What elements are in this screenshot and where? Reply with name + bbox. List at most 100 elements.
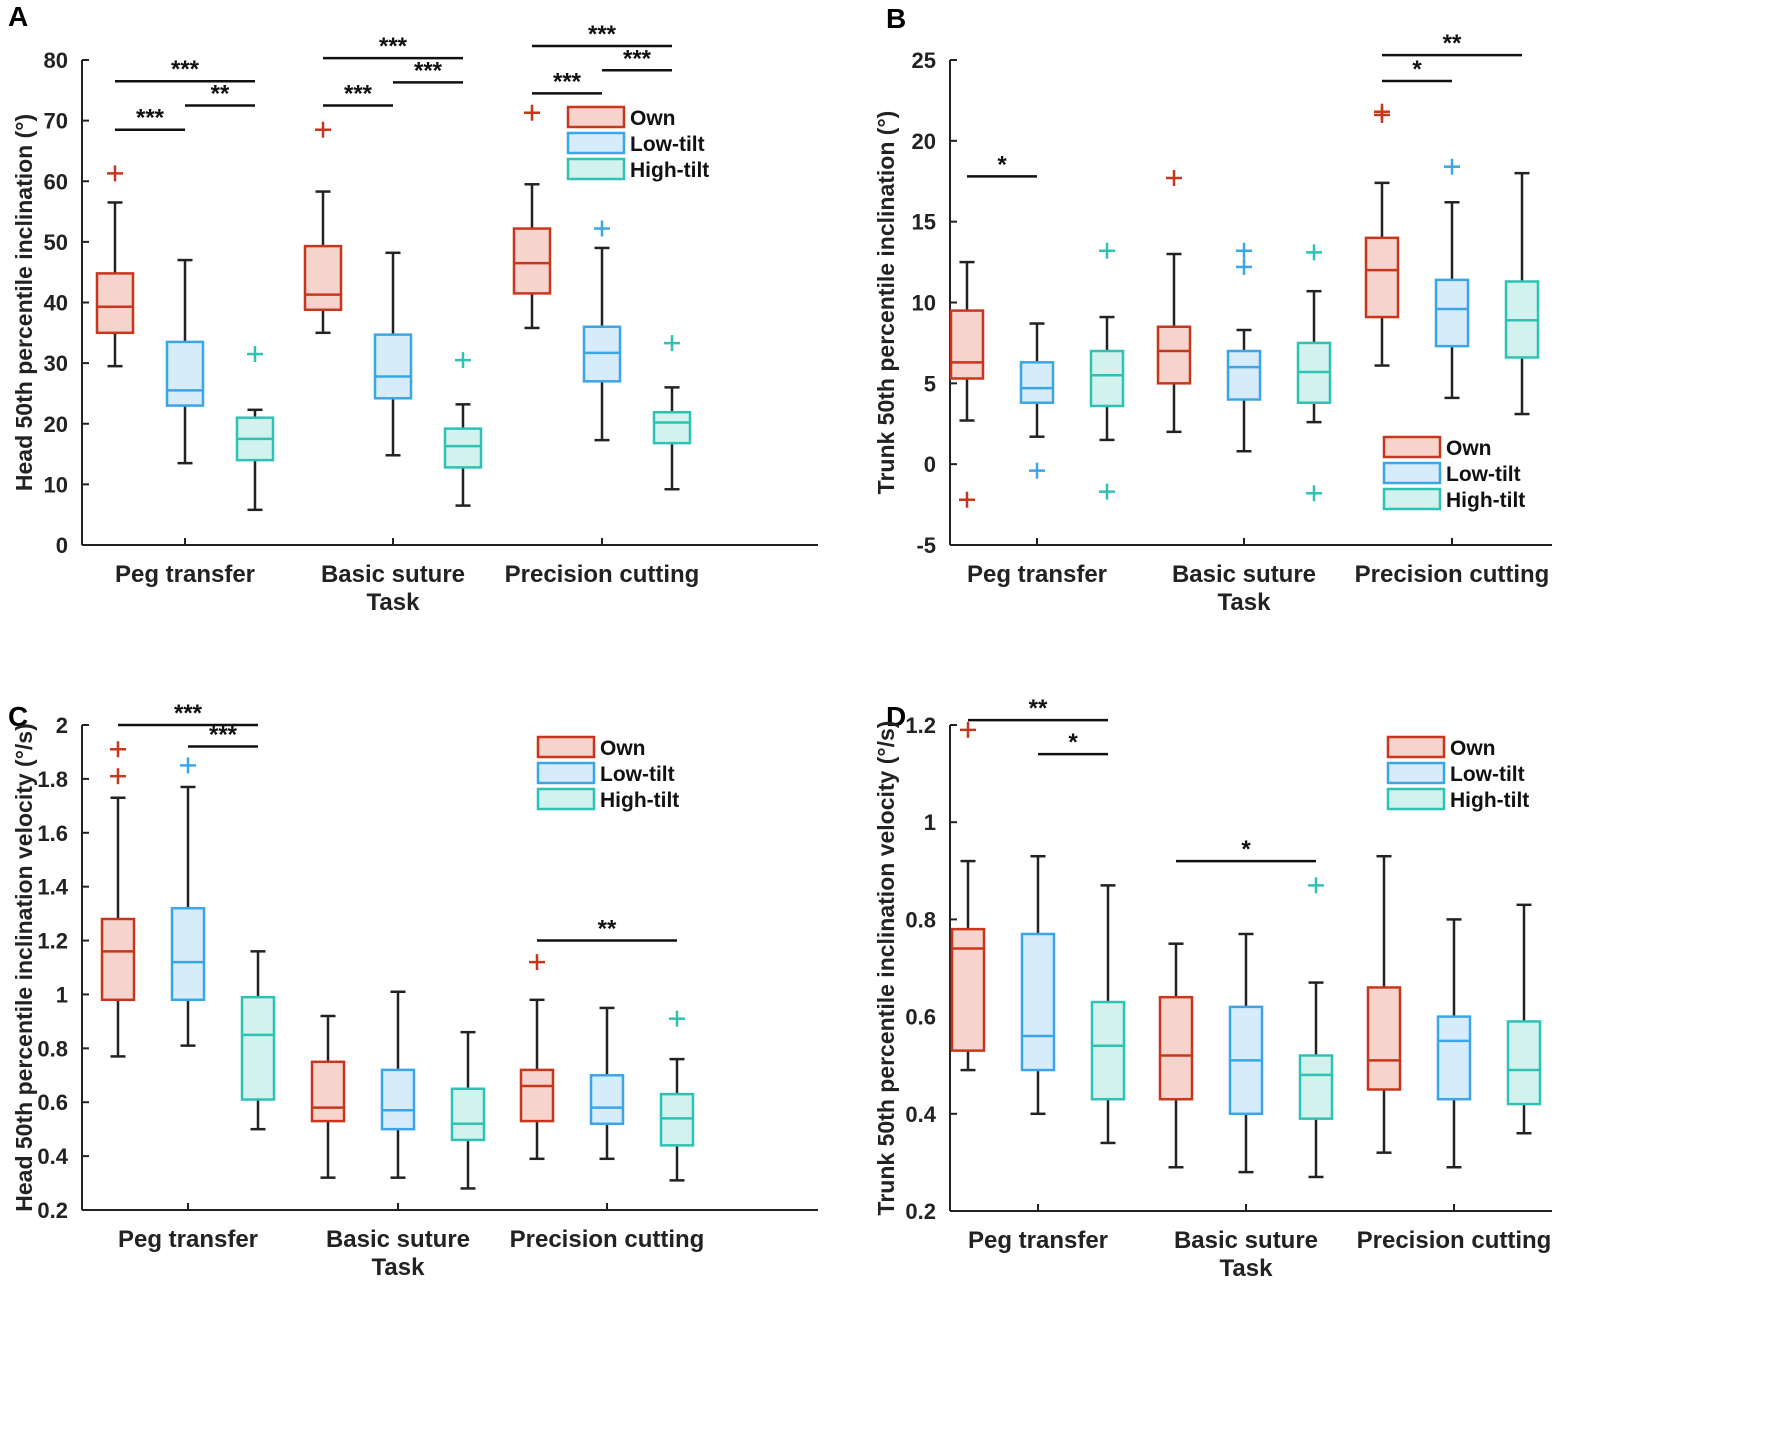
box-iqr bbox=[303, 244, 343, 312]
legend-swatch-low-tilt bbox=[1386, 761, 1446, 785]
outlier-marker bbox=[664, 335, 680, 352]
y-tick-label: 1.2 bbox=[37, 929, 68, 954]
box-high-tilt-basic-suture bbox=[443, 352, 483, 507]
outlier-marker bbox=[1099, 483, 1115, 500]
box-own-basic-suture bbox=[310, 1014, 346, 1179]
box-high-tilt-peg-transfer bbox=[240, 950, 276, 1131]
y-tick-label: 1 bbox=[924, 810, 936, 835]
legend-label-high-tilt: High-tilt bbox=[600, 789, 679, 812]
box-own-peg-transfer bbox=[100, 741, 136, 1058]
legend-label-low-tilt: Low-tilt bbox=[1450, 763, 1525, 786]
box-iqr bbox=[659, 1092, 695, 1147]
panel-c: C 0.2 0.4 0.6 0.8 1 1.2 1.4 1.6 1.8 2 Peg transfer B… bbox=[0, 700, 886, 1450]
panel-a: A 0 10 20 30 40 50 60 70 80 Peg transfer Basic sutu… bbox=[0, 0, 886, 725]
box-high-tilt-basic-suture bbox=[450, 1030, 486, 1190]
box-high-tilt-peg-transfer bbox=[235, 346, 275, 512]
box-own-precision-cutting bbox=[519, 954, 555, 1161]
box-iqr bbox=[589, 1074, 625, 1126]
box-low-tilt-basic-suture bbox=[1228, 932, 1264, 1174]
y-tick-label: 0.4 bbox=[905, 1102, 936, 1127]
legend-swatch-high-tilt bbox=[1386, 787, 1446, 811]
outlier-marker bbox=[1236, 258, 1252, 275]
significance-label: * bbox=[1068, 729, 1078, 756]
box-iqr bbox=[100, 917, 136, 1002]
box-iqr bbox=[95, 272, 135, 335]
significance-label: * bbox=[1241, 836, 1251, 863]
legend-label-high-tilt: High-tilt bbox=[1450, 789, 1529, 812]
box-iqr bbox=[170, 906, 206, 1002]
legend: Own Low-tilt High-tilt bbox=[536, 735, 679, 812]
box-iqr bbox=[1090, 1000, 1126, 1101]
box-iqr bbox=[165, 340, 205, 407]
chart-b-svg: B -5 0 5 10 15 20 25 Peg transfer Basic suture Pre… bbox=[873, 3, 1552, 616]
legend-swatch-low-tilt bbox=[1382, 461, 1442, 485]
legend-label-high-tilt: High-tilt bbox=[630, 159, 709, 182]
box-low-tilt-basic-suture bbox=[1226, 242, 1262, 453]
outlier-marker bbox=[1029, 462, 1045, 479]
outlier-marker bbox=[455, 352, 471, 369]
box-own-peg-transfer bbox=[950, 721, 986, 1072]
y-tick-label: 10 bbox=[912, 291, 936, 316]
box-iqr bbox=[1226, 349, 1262, 401]
panel-letter-d: D bbox=[886, 701, 906, 732]
y-tick-label: 1 bbox=[56, 982, 68, 1007]
box-iqr bbox=[1156, 325, 1192, 385]
y-tick-label: 40 bbox=[44, 291, 68, 316]
chart-c-svg: C 0.2 0.4 0.6 0.8 1 1.2 1.4 1.6 1.8 2 Peg transfer B… bbox=[8, 700, 818, 1281]
box-iqr bbox=[240, 995, 276, 1101]
box-iqr bbox=[1020, 932, 1056, 1072]
chart-a-svg: A 0 10 20 30 40 50 60 70 80 Peg transfer Basic sutu… bbox=[8, 1, 818, 616]
box-high-tilt-basic-suture bbox=[1298, 877, 1334, 1179]
box-iqr bbox=[652, 410, 692, 445]
x-category-label-precision-cutting: Precision cutting bbox=[505, 561, 700, 588]
box-iqr bbox=[949, 309, 985, 380]
y-tick-label: 25 bbox=[912, 48, 936, 73]
box-iqr bbox=[310, 1060, 346, 1123]
box-iqr bbox=[373, 333, 413, 400]
box-high-tilt-precision-cutting bbox=[659, 1010, 695, 1182]
legend-swatch-own bbox=[566, 105, 626, 129]
box-iqr bbox=[1019, 361, 1055, 404]
y-tick-label: -5 bbox=[916, 533, 936, 558]
x-category-label-precision-cutting: Precision cutting bbox=[510, 1226, 705, 1253]
significance-label: *** bbox=[588, 21, 617, 48]
y-tick-label: 50 bbox=[44, 230, 68, 255]
x-category-label-peg-transfer: Peg transfer bbox=[968, 1227, 1108, 1254]
x-axis-title: Task bbox=[367, 589, 421, 616]
box-high-tilt-basic-suture bbox=[1296, 244, 1332, 502]
box-own-peg-transfer bbox=[95, 165, 135, 368]
outlier-marker bbox=[107, 165, 123, 182]
y-axis-title: Trunk 50th percentile inclination (°) bbox=[873, 111, 899, 495]
significance-label: ** bbox=[1443, 30, 1462, 57]
panel-b: B -5 0 5 10 15 20 25 Peg transfer Basic suture Pre… bbox=[873, 0, 1772, 725]
legend-swatch-high-tilt bbox=[536, 787, 596, 811]
y-tick-label: 1.2 bbox=[905, 713, 936, 738]
outlier-marker bbox=[180, 757, 196, 774]
y-tick-label: 0.4 bbox=[37, 1144, 68, 1169]
y-tick-label: 0 bbox=[56, 533, 68, 558]
box-high-tilt-precision-cutting bbox=[1504, 171, 1540, 416]
x-category-label-basic-suture: Basic suture bbox=[1172, 561, 1316, 588]
significance-label: ** bbox=[211, 80, 230, 107]
outlier-marker bbox=[524, 104, 540, 121]
box-own-basic-suture bbox=[1156, 170, 1192, 434]
box-low-tilt-peg-transfer bbox=[165, 258, 205, 465]
legend: Own Low-tilt High-tilt bbox=[1382, 435, 1525, 512]
x-category-label-basic-suture: Basic suture bbox=[326, 1226, 470, 1253]
y-tick-label: 70 bbox=[44, 109, 68, 134]
outlier-marker bbox=[315, 121, 331, 138]
box-iqr bbox=[1506, 1020, 1542, 1106]
x-category-label-precision-cutting: Precision cutting bbox=[1355, 561, 1550, 588]
panel-letter-c: C bbox=[8, 701, 28, 732]
box-low-tilt-precision-cutting bbox=[1436, 918, 1472, 1169]
significance-label: *** bbox=[136, 105, 165, 132]
significance-label: *** bbox=[623, 45, 652, 72]
box-iqr bbox=[512, 227, 552, 295]
x-category-label-peg-transfer: Peg transfer bbox=[115, 561, 255, 588]
significance-label: *** bbox=[379, 33, 408, 60]
significance-label: *** bbox=[344, 80, 373, 107]
box-low-tilt-precision-cutting bbox=[589, 1006, 625, 1161]
y-tick-label: 1.6 bbox=[37, 821, 68, 846]
x-category-label-basic-suture: Basic suture bbox=[1174, 1227, 1318, 1254]
box-low-tilt-peg-transfer bbox=[1019, 322, 1055, 479]
